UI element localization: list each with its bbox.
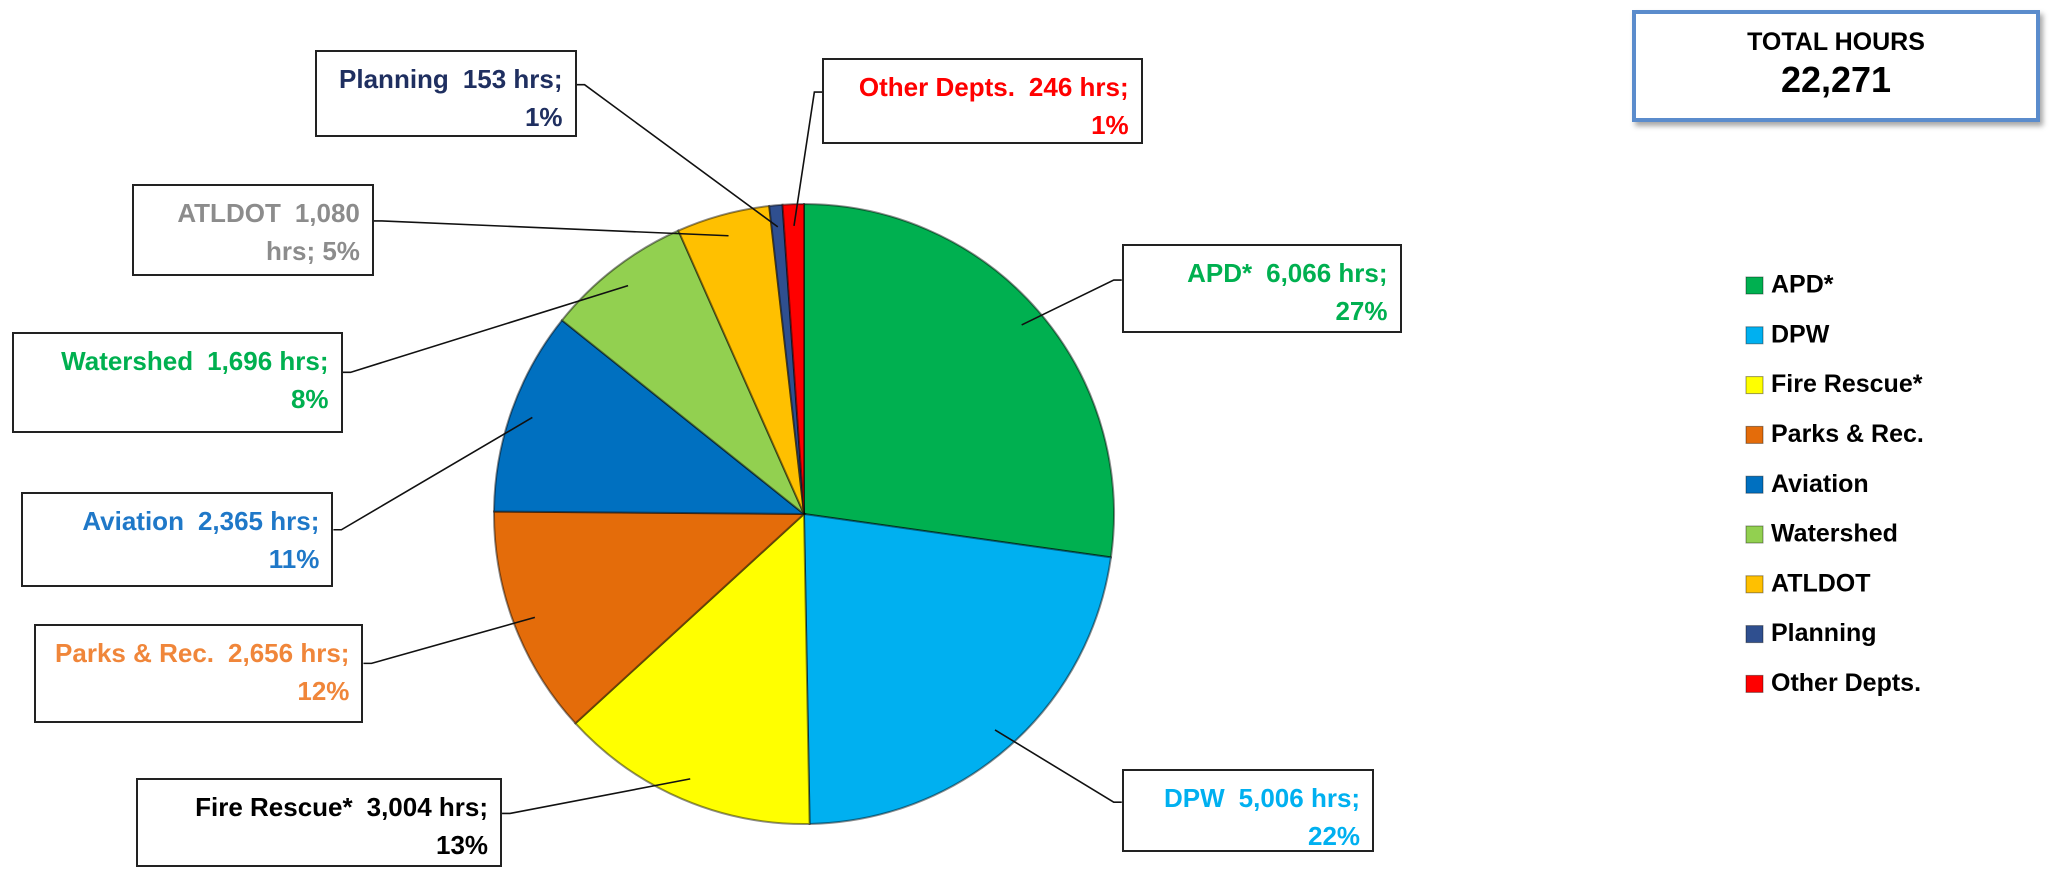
pie-slice (803, 202, 1116, 559)
legend-label: Watershed (1771, 520, 1898, 548)
leader-line (793, 91, 823, 226)
pie-slice (781, 202, 805, 515)
legend-label: Aviation (1771, 470, 1869, 498)
pie-slice (677, 204, 805, 515)
data-label: 1,696 hrs; 8% (207, 346, 329, 415)
pie-slice (573, 511, 811, 825)
legend-label: APD* (1771, 271, 1834, 299)
data-label-box: Fire Rescue* 3,004 hrs; 13% (135, 777, 503, 867)
total-label: TOTAL HOURS (1747, 28, 1925, 56)
total-value: 22,271 (1780, 59, 1892, 100)
leader-line (373, 220, 729, 237)
leader-line (576, 83, 779, 228)
legend-label: Fire Rescue* (1771, 370, 1923, 398)
data-label-name: Aviation (82, 505, 184, 536)
data-label: 2,365 hrs; 11% (197, 505, 320, 574)
legend-swatch (1745, 674, 1764, 693)
data-label-name: Fire Rescue* (195, 791, 353, 822)
legend-swatch (1745, 425, 1764, 444)
data-label: 6,066 hrs; 27% (1266, 258, 1388, 327)
legend-label: Parks & Rec. (1771, 420, 1924, 448)
data-label-name: ATLDOT (177, 198, 281, 229)
data-label-box: Aviation 2,365 hrs; 11% (20, 491, 334, 588)
data-label-box: APD* 6,066 hrs; 27% (1121, 244, 1402, 334)
data-label: 2,656 hrs; 12% (228, 637, 350, 706)
data-label-box: DPW 5,006 hrs; 22% (1121, 768, 1375, 853)
pie-slice (493, 510, 807, 725)
legend-swatch (1745, 326, 1764, 345)
data-label-name: APD* (1187, 258, 1253, 289)
data-label-name: Parks & Rec. (55, 637, 215, 668)
data-label: 1,080 hrs; 5% (265, 198, 360, 267)
pie-slice (768, 203, 805, 515)
data-label-name: DPW (1163, 782, 1225, 813)
data-label-box: Parks & Rec. 2,656 hrs; 12% (33, 623, 364, 723)
leader-line (502, 778, 691, 815)
legend-swatch (1745, 475, 1764, 494)
pie-slice (493, 318, 807, 516)
data-label-name: Other Depts. (858, 71, 1015, 102)
leader-line (342, 284, 629, 374)
leader-line (363, 616, 536, 665)
legend-label: ATLDOT (1771, 569, 1871, 597)
data-label: 153 hrs; 1% (462, 63, 563, 132)
legend-label: Other Depts. (1771, 669, 1921, 697)
legend-swatch (1745, 625, 1764, 644)
data-label-name: Planning (339, 63, 449, 94)
leader-line (994, 729, 1122, 804)
legend-swatch (1745, 276, 1764, 295)
data-label-box: Other Depts. 246 hrs; 1% (822, 57, 1143, 144)
legend-label: DPW (1771, 320, 1830, 348)
data-label-box: Planning 153 hrs; 1% (315, 49, 577, 138)
leader-line (333, 416, 533, 531)
leader-line (1021, 279, 1122, 326)
data-label-box: Watershed 1,696 hrs; 8% (11, 332, 343, 433)
legend-swatch (1745, 376, 1764, 395)
legend-swatch (1745, 575, 1764, 594)
legend-label: Planning (1771, 619, 1877, 647)
data-label: 3,004 hrs; 13% (366, 791, 489, 860)
data-label: 246 hrs; 1% (1028, 71, 1129, 140)
data-label-name: Watershed (61, 346, 194, 377)
pie-slice (802, 512, 1113, 825)
data-label-box: ATLDOT 1,080 hrs; 5% (132, 184, 374, 276)
data-label: 5,006 hrs; 22% (1238, 782, 1361, 851)
total-box: TOTAL HOURS 22,271 (1632, 10, 2040, 122)
legend-swatch (1745, 525, 1764, 544)
